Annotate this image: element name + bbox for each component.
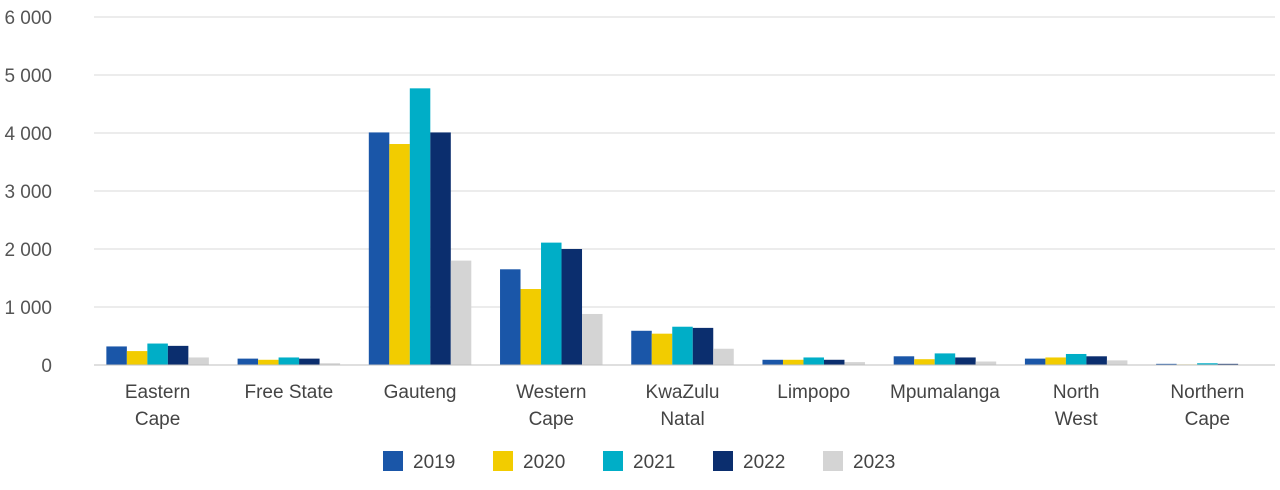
x-category-label: KwaZulu Natal bbox=[646, 382, 720, 430]
bar-2022 bbox=[167, 345, 189, 365]
bars bbox=[106, 88, 1239, 365]
y-tick-label: 3 000 bbox=[4, 182, 52, 203]
legend-label: 2019 bbox=[413, 452, 455, 473]
bar-2020 bbox=[1045, 357, 1066, 365]
x-category-label-line: Northern bbox=[1170, 382, 1244, 403]
bar-2023 bbox=[188, 357, 209, 365]
bar-2023 bbox=[713, 348, 734, 365]
x-category-label-line: KwaZulu bbox=[646, 382, 720, 403]
x-category-label: Northern Cape bbox=[1170, 382, 1244, 430]
bar-2019 bbox=[1024, 358, 1046, 365]
y-tick-label: 1 000 bbox=[4, 298, 52, 319]
x-category-label-line: Cape bbox=[529, 409, 574, 430]
bar-2022 bbox=[692, 327, 714, 365]
legend-swatch bbox=[603, 451, 623, 471]
bar-2020 bbox=[126, 351, 148, 365]
bar-2023 bbox=[844, 362, 865, 365]
x-category-label: Limpopo bbox=[777, 382, 850, 403]
y-tick-label: 0 bbox=[41, 356, 52, 377]
y-tick-label: 6 000 bbox=[4, 8, 52, 29]
bar-2022 bbox=[561, 249, 583, 365]
bar-2020 bbox=[520, 289, 542, 365]
x-category-label-line: Natal bbox=[660, 409, 704, 430]
legend-label: 2020 bbox=[523, 452, 565, 473]
bar-2023 bbox=[582, 313, 603, 365]
x-category-label-line: Eastern bbox=[125, 382, 190, 403]
bar-2019 bbox=[1156, 363, 1177, 365]
bar-2022 bbox=[823, 359, 845, 365]
y-tick-label: 4 000 bbox=[4, 124, 52, 145]
bar-2019 bbox=[631, 330, 652, 365]
x-category-label-line: Cape bbox=[135, 409, 180, 430]
bar-2022 bbox=[955, 357, 976, 365]
gridlines bbox=[94, 16, 1275, 308]
x-category-label-line: Gauteng bbox=[384, 382, 457, 403]
x-category-label: Mpumalanga bbox=[890, 382, 1000, 403]
bar-2021 bbox=[803, 357, 824, 365]
legend-swatch bbox=[823, 451, 843, 471]
legend-item-2023: 2023 bbox=[823, 451, 895, 473]
legend-swatch bbox=[713, 451, 733, 471]
x-category-label: Western Cape bbox=[516, 382, 586, 430]
bar-2019 bbox=[106, 346, 127, 365]
legend-label: 2023 bbox=[853, 452, 895, 473]
bar-2022 bbox=[299, 358, 320, 365]
legend-item-2021: 2021 bbox=[603, 451, 675, 473]
legend: 2019 2020 2021 2022 2023 bbox=[383, 451, 895, 473]
x-category-label: North West bbox=[1053, 382, 1099, 430]
bar-2022 bbox=[430, 132, 451, 365]
bar-2019 bbox=[237, 358, 259, 365]
x-category-label: Free State bbox=[244, 382, 333, 403]
legend-label: 2021 bbox=[633, 452, 675, 473]
bar-2019 bbox=[893, 356, 915, 365]
x-category-label-line: West bbox=[1055, 409, 1099, 430]
legend-swatch bbox=[383, 451, 403, 471]
legend-label: 2022 bbox=[743, 452, 785, 473]
x-category-label-line: Mpumalanga bbox=[890, 382, 1000, 403]
x-category-label-line: Western bbox=[516, 382, 586, 403]
legend-item-2022: 2022 bbox=[713, 451, 785, 473]
y-axis-tick-labels: 0 1 000 2 000 3 000 4 000 5 000 6 000 bbox=[4, 8, 52, 377]
bar-2022 bbox=[1086, 356, 1107, 365]
bar-2019 bbox=[500, 269, 521, 365]
bar-2021 bbox=[672, 326, 693, 365]
bar-2020 bbox=[914, 359, 935, 365]
y-tick-label: 2 000 bbox=[4, 240, 52, 261]
bar-2023 bbox=[319, 363, 341, 365]
x-category-label-line: North bbox=[1053, 382, 1099, 403]
bar-2019 bbox=[368, 132, 390, 365]
x-category-label: Eastern Cape bbox=[125, 382, 190, 430]
legend-swatch bbox=[493, 451, 513, 471]
bar-2021 bbox=[147, 343, 168, 365]
bar-2023 bbox=[975, 361, 997, 365]
bar-2021 bbox=[409, 88, 431, 365]
x-category-label-line: Limpopo bbox=[777, 382, 850, 403]
bar-2021 bbox=[541, 242, 562, 365]
bar-2020 bbox=[258, 359, 279, 365]
bar-2021 bbox=[934, 353, 956, 365]
bar-2020 bbox=[651, 333, 673, 365]
bar-2022 bbox=[1217, 363, 1239, 365]
legend-item-2020: 2020 bbox=[493, 451, 565, 473]
bar-2021 bbox=[1065, 353, 1087, 365]
bar-2021 bbox=[278, 357, 300, 365]
bar-2021 bbox=[1197, 363, 1218, 365]
bar-2023 bbox=[450, 260, 472, 365]
bar-2019 bbox=[762, 359, 783, 365]
x-category-label: Gauteng bbox=[384, 382, 457, 403]
x-category-label-line: Free State bbox=[244, 382, 333, 403]
bar-2023 bbox=[1106, 360, 1128, 365]
bar-2020 bbox=[782, 359, 804, 365]
y-tick-label: 5 000 bbox=[4, 66, 52, 87]
x-category-label-line: Cape bbox=[1185, 409, 1230, 430]
legend-item-2019: 2019 bbox=[383, 451, 455, 473]
bar-2020 bbox=[389, 144, 410, 365]
x-axis-category-labels: Eastern Cape Free State Gauteng Western Cape K… bbox=[125, 382, 1244, 430]
